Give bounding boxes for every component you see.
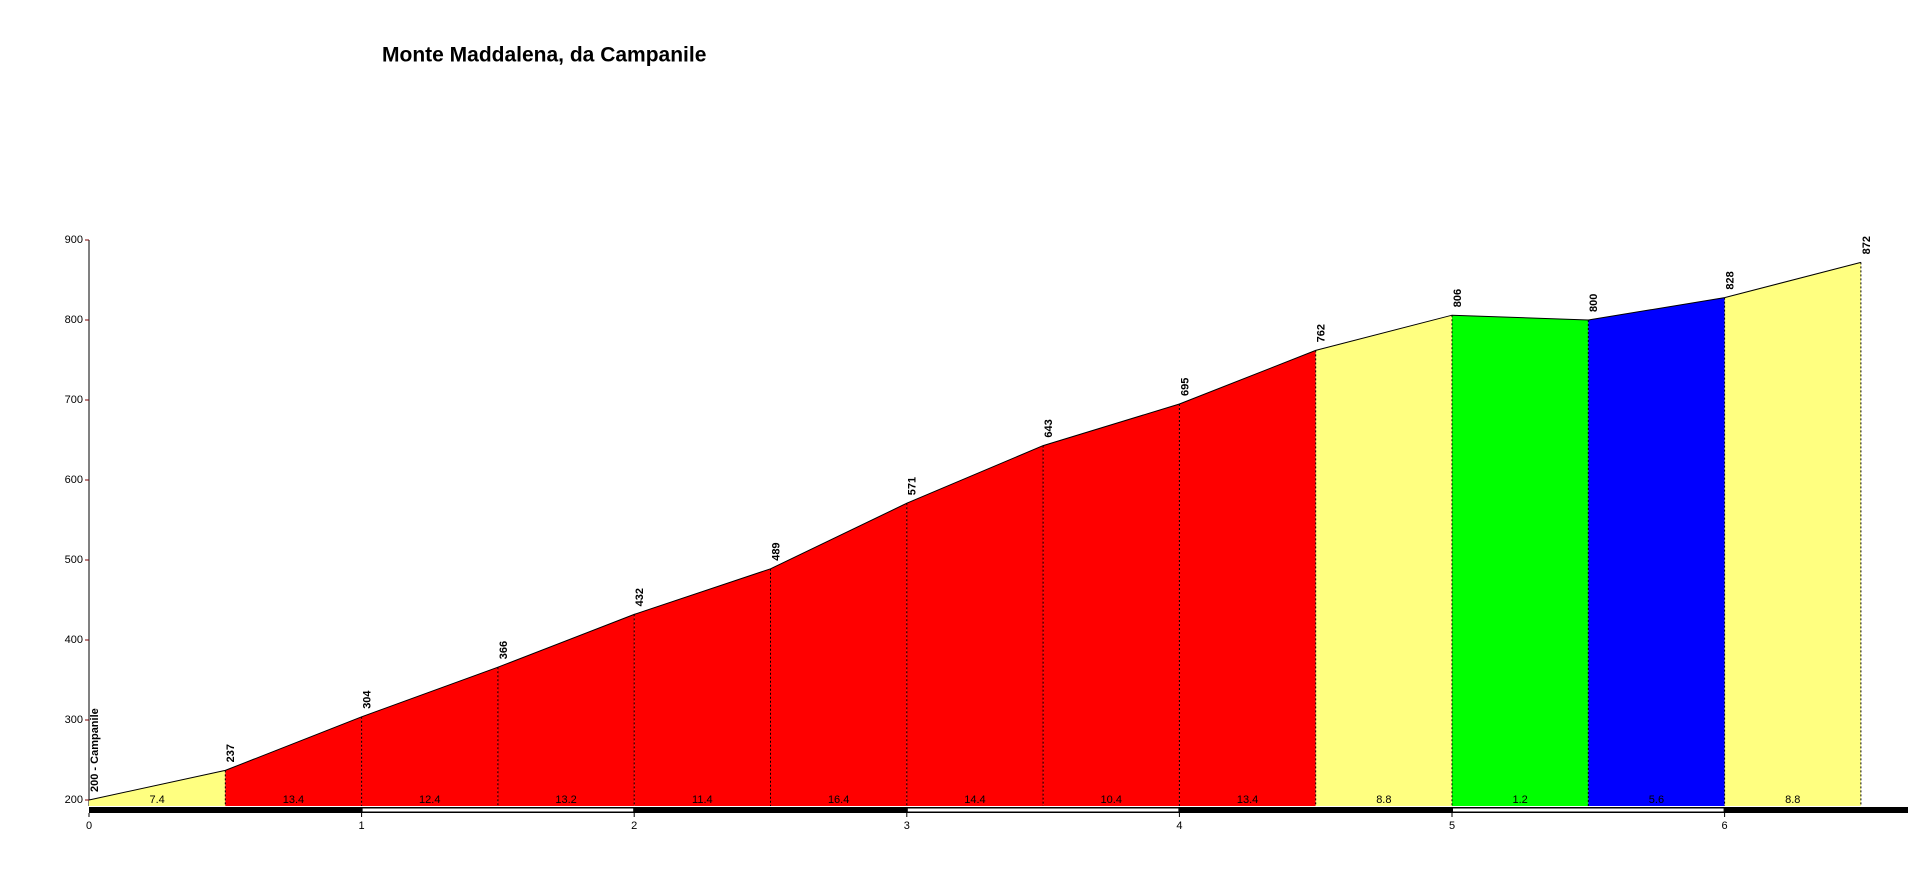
elevation-label: 489 bbox=[770, 542, 782, 560]
gradient-label: 10.4 bbox=[1101, 794, 1122, 806]
profile-segment bbox=[225, 716, 362, 806]
x-tick-label: 6 bbox=[1722, 820, 1728, 832]
profile-segment bbox=[1043, 404, 1180, 806]
y-tick-label: 500 bbox=[65, 554, 83, 566]
profile-segment bbox=[634, 568, 771, 806]
elevation-label: 806 bbox=[1452, 289, 1464, 307]
profile-segment bbox=[361, 667, 498, 806]
gradient-label: 13.4 bbox=[1237, 794, 1258, 806]
elevation-label: 643 bbox=[1043, 419, 1055, 437]
profile-segment bbox=[1179, 350, 1316, 806]
gradient-label: 8.8 bbox=[1376, 794, 1391, 806]
x-tick-label: 0 bbox=[86, 820, 92, 832]
elevation-label: 571 bbox=[907, 477, 919, 495]
x-tick-label: 4 bbox=[1176, 820, 1182, 832]
gradient-label: 16.4 bbox=[828, 794, 849, 806]
y-tick-label: 600 bbox=[65, 474, 83, 486]
elevation-label: 366 bbox=[498, 641, 510, 659]
elevation-label: 762 bbox=[1316, 324, 1328, 342]
y-tick-label: 700 bbox=[65, 394, 83, 406]
elevation-label: 304 bbox=[362, 690, 374, 709]
profile-segment bbox=[906, 445, 1044, 806]
chart-title: Monte Maddalena, da Campanile bbox=[382, 44, 706, 67]
profile-segment bbox=[89, 770, 226, 806]
elevation-label: 800 bbox=[1588, 294, 1600, 312]
profile-line bbox=[88, 261, 1862, 801]
gradient-label: 1.2 bbox=[1513, 794, 1528, 806]
x-tick-label: 5 bbox=[1449, 820, 1455, 832]
gradient-label: 8.8 bbox=[1785, 794, 1800, 806]
profile-segment bbox=[1724, 262, 1861, 806]
profile-segment bbox=[1452, 315, 1589, 806]
distance-bar-white bbox=[907, 808, 1179, 812]
y-tick-label: 200 bbox=[65, 794, 83, 806]
gradient-label: 5.6 bbox=[1649, 794, 1664, 806]
y-tick-label: 800 bbox=[65, 314, 83, 326]
x-tick-label: 3 bbox=[904, 820, 910, 832]
elevation-label: 872 bbox=[1861, 236, 1873, 254]
profile-segment bbox=[497, 614, 635, 806]
elevation-label: 695 bbox=[1179, 378, 1191, 396]
distance-bar-white bbox=[362, 808, 634, 812]
y-tick-label: 300 bbox=[65, 714, 83, 726]
gradient-label: 11.4 bbox=[692, 794, 713, 806]
y-tick-label: 400 bbox=[65, 634, 83, 646]
elevation-label: 432 bbox=[634, 588, 646, 606]
gradient-label: 13.2 bbox=[555, 794, 576, 806]
gradient-label: 14.4 bbox=[964, 794, 985, 806]
profile-segment bbox=[1315, 315, 1452, 806]
distance-bar-white bbox=[1453, 808, 1724, 812]
elevation-label: 200 - Campanile bbox=[89, 708, 101, 792]
elevation-label: 828 bbox=[1725, 271, 1737, 289]
y-tick-label: 900 bbox=[65, 234, 83, 246]
gradient-label: 7.4 bbox=[150, 794, 165, 806]
gradient-label: 13.4 bbox=[283, 794, 304, 806]
elevation-label: 237 bbox=[225, 744, 237, 762]
x-tick-label: 1 bbox=[359, 820, 365, 832]
profile-segment bbox=[770, 503, 907, 806]
x-tick-label: 2 bbox=[631, 820, 637, 832]
gradient-label: 12.4 bbox=[419, 794, 440, 806]
profile-segment bbox=[1588, 297, 1725, 806]
